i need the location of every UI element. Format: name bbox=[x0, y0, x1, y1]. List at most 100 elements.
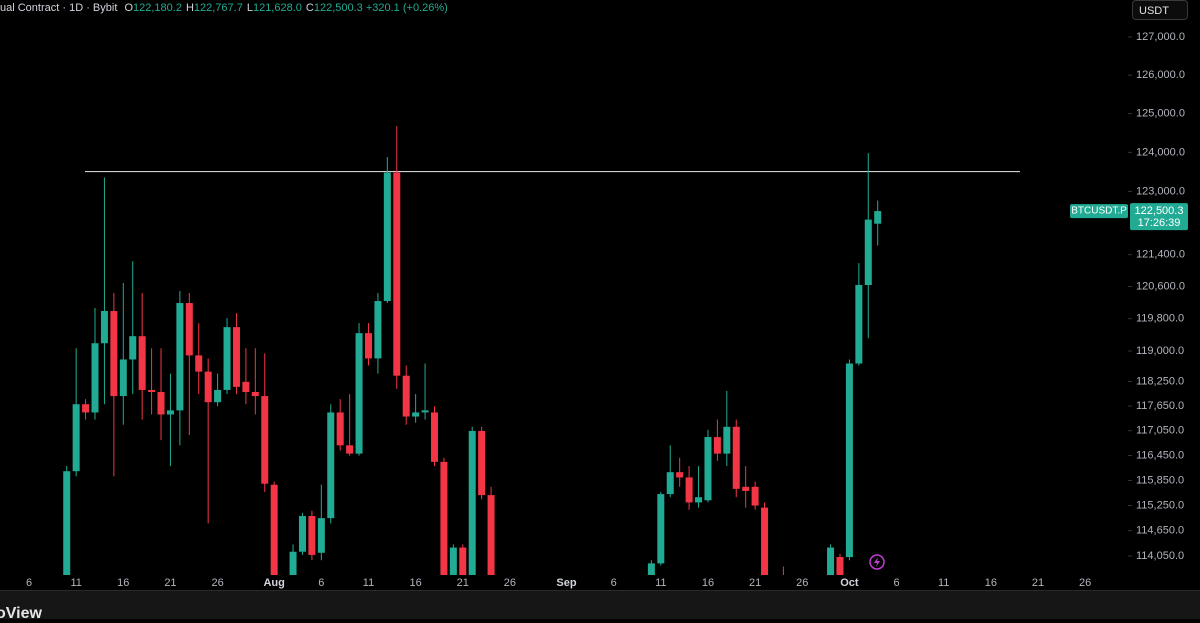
plot-area bbox=[63, 125, 1020, 588]
candle-body bbox=[242, 381, 250, 392]
candle-body bbox=[874, 211, 882, 224]
candle-body bbox=[232, 327, 240, 387]
x-tick-label: 11 bbox=[938, 577, 949, 589]
candle-body bbox=[72, 404, 80, 472]
candle-body bbox=[845, 363, 853, 558]
candle-body bbox=[751, 486, 759, 506]
candle-body bbox=[223, 327, 231, 390]
candle-body bbox=[91, 343, 99, 413]
y-tick-label: 126,000.0 bbox=[1136, 69, 1185, 81]
y-tick-label: 115,250.0 bbox=[1136, 499, 1184, 511]
y-tick-label: 124,000.0 bbox=[1136, 146, 1185, 158]
candle-body bbox=[402, 375, 410, 417]
ohlc-value: 122,500.3 bbox=[313, 2, 363, 14]
y-tick-label: 117,650.0 bbox=[1136, 400, 1184, 412]
x-tick-label: 16 bbox=[985, 577, 997, 589]
y-tick-label: 114,650.0 bbox=[1136, 525, 1184, 537]
candle-body bbox=[374, 301, 382, 359]
x-tick-label: 6 bbox=[893, 577, 899, 589]
y-tick-label: 117,050.0 bbox=[1136, 425, 1184, 437]
candle-body bbox=[836, 557, 844, 575]
candle-body bbox=[364, 333, 372, 359]
y-tick-label: 114,050.0 bbox=[1136, 550, 1184, 562]
symbol-tag-bg bbox=[1070, 204, 1128, 219]
candle-body bbox=[685, 477, 693, 503]
y-tick-label: 125,000.0 bbox=[1136, 107, 1185, 119]
candle-body bbox=[383, 172, 391, 302]
candle-body bbox=[63, 471, 71, 575]
symbol-header: ual Contract · 1D · Bybit O122,180.2 H122… bbox=[0, 2, 448, 14]
candle-body bbox=[647, 563, 655, 575]
candle-body bbox=[666, 472, 674, 495]
x-tick-label: 6 bbox=[318, 577, 324, 589]
candle-body bbox=[732, 426, 740, 489]
candle-body bbox=[157, 391, 165, 415]
x-tick-label: 21 bbox=[749, 577, 761, 589]
candle-body bbox=[298, 516, 306, 552]
candle-body bbox=[100, 311, 108, 344]
ohlc-label: L bbox=[246, 2, 253, 14]
candle-body bbox=[82, 404, 90, 413]
candle-body bbox=[119, 359, 127, 397]
candle-body bbox=[412, 412, 420, 417]
candle-body bbox=[487, 495, 495, 575]
footer-bar: oView bbox=[0, 590, 1200, 622]
x-tick-label: 26 bbox=[1079, 577, 1091, 589]
candle-body bbox=[421, 410, 429, 413]
flash-icon bbox=[869, 554, 885, 570]
x-tick-label: 11 bbox=[363, 577, 374, 589]
x-tick-label: 6 bbox=[26, 577, 32, 589]
currency-button[interactable]: USDT bbox=[1132, 0, 1188, 20]
candle-body bbox=[289, 551, 297, 575]
x-tick-label: 26 bbox=[796, 577, 808, 589]
x-tick-label: 16 bbox=[410, 577, 422, 589]
candle-body bbox=[346, 445, 354, 454]
y-tick-label: 121,400.0 bbox=[1136, 249, 1185, 261]
ohlc-value: 121,628.0 bbox=[252, 2, 302, 14]
symbol-info: ual Contract · 1D · Bybit bbox=[0, 2, 118, 14]
x-tick-label: 21 bbox=[164, 577, 176, 589]
candle-body bbox=[185, 303, 193, 356]
candle-body bbox=[676, 472, 684, 478]
x-tick-label: Sep bbox=[556, 577, 576, 589]
candle-body bbox=[713, 437, 721, 454]
candle-body bbox=[308, 516, 316, 555]
candle-body bbox=[459, 547, 467, 575]
candle-body bbox=[864, 219, 872, 285]
candle-body bbox=[270, 484, 278, 575]
x-tick-label: 11 bbox=[70, 577, 81, 589]
ohlc-label: O bbox=[124, 2, 133, 14]
ohlc-label: H bbox=[185, 2, 194, 14]
candle-body bbox=[827, 547, 835, 575]
x-tick-label: 21 bbox=[457, 577, 469, 589]
price-tag: 122,500.3 bbox=[1135, 205, 1184, 217]
candle-body bbox=[261, 396, 269, 484]
candle-body bbox=[204, 371, 212, 403]
candle-body bbox=[148, 389, 156, 392]
x-tick-label: 6 bbox=[611, 577, 617, 589]
y-tick-label: 118,250.0 bbox=[1136, 375, 1184, 387]
candle-body bbox=[704, 437, 712, 501]
x-tick-label: 26 bbox=[504, 577, 516, 589]
candle-body bbox=[742, 486, 750, 491]
candle-body bbox=[176, 303, 184, 411]
candle-body bbox=[166, 410, 174, 415]
candle-body bbox=[780, 579, 787, 588]
x-tick-label: 16 bbox=[702, 577, 714, 589]
y-tick-label: 120,600.0 bbox=[1136, 280, 1185, 292]
candle-body bbox=[695, 497, 703, 503]
ohlc-value: 122,767.7 bbox=[193, 2, 243, 14]
x-tick-label: 11 bbox=[655, 577, 666, 589]
candle-body bbox=[478, 430, 486, 496]
y-tick-label: 119,800.0 bbox=[1136, 313, 1184, 325]
chart: 127,000.0 126,000.0 125,000.0 124,000.0 123,… bbox=[26, 31, 1188, 589]
candle-body bbox=[214, 389, 222, 403]
candle-body bbox=[430, 412, 438, 462]
x-tick-label: 21 bbox=[1032, 577, 1044, 589]
candle-body bbox=[138, 336, 146, 390]
candle-body bbox=[449, 547, 457, 575]
candle-body bbox=[327, 412, 335, 519]
ohlc-values: O122,180.2 H122,767.7 L121,628.0 C122,500.3 bbox=[120, 2, 362, 14]
symbol-tag: BTCUSDT.P bbox=[1071, 206, 1127, 217]
